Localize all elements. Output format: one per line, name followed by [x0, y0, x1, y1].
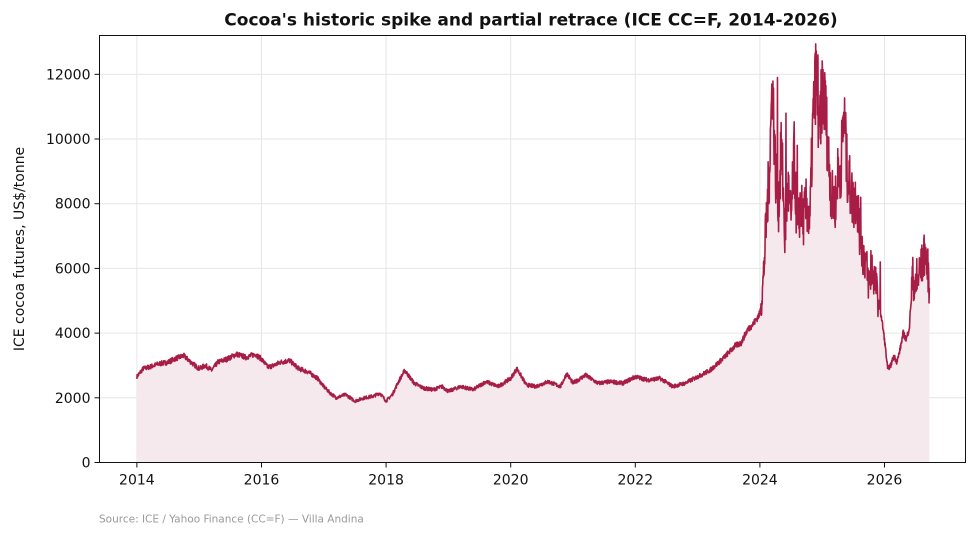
source-note: Source: ICE / Yahoo Finance (CC=F) — Vil…: [99, 514, 364, 526]
x-tick-label: 2014: [119, 473, 155, 489]
y-tick-label: 4000: [55, 326, 91, 342]
plot-frame: [99, 35, 966, 463]
x-tick-label: 2016: [244, 473, 280, 489]
x-tick-label: 2024: [742, 473, 778, 489]
price-area-fill: [136, 43, 930, 463]
y-axis-ticks: 0 2000 4000 6000 8000 10000 12000: [46, 67, 100, 472]
x-tick-label: 2020: [493, 473, 529, 489]
data-layer: [136, 43, 931, 463]
y-tick-label: 8000: [55, 197, 91, 213]
x-tick-label: 2022: [617, 473, 653, 489]
y-tick-label: 0: [82, 456, 91, 472]
x-tick-label: 2018: [368, 473, 404, 489]
chart-title: Cocoa's historic spike and partial retra…: [224, 11, 837, 31]
y-tick-label: 10000: [46, 132, 91, 148]
y-tick-label: 6000: [55, 261, 91, 277]
x-axis-ticks: 2014 2016 2018 2020 2022 2024 2026: [119, 462, 903, 489]
price-line: [136, 43, 931, 404]
y-tick-label: 2000: [55, 391, 91, 407]
x-tick-label: 2026: [867, 473, 903, 489]
y-axis-label: ICE cocoa futures, US$/tonne: [12, 147, 28, 351]
y-tick-label: 12000: [46, 67, 91, 83]
